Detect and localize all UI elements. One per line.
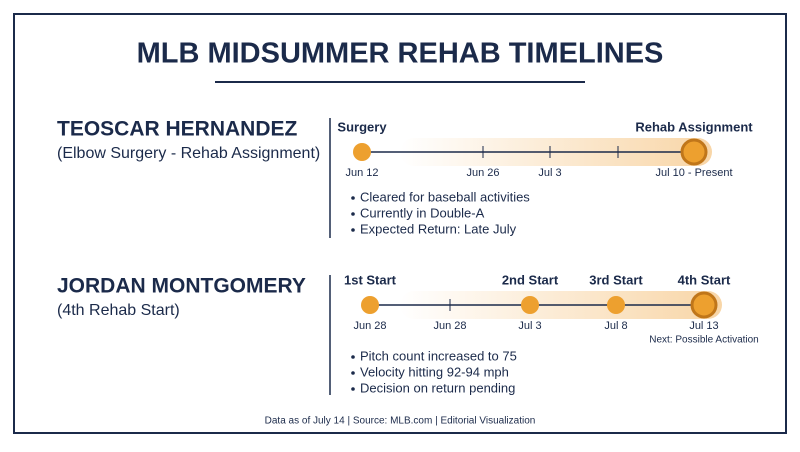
bullet-dot <box>351 212 355 216</box>
note: Next: Possible Activation <box>649 335 759 346</box>
bullet: Pitch count increased to 75 <box>360 348 517 363</box>
bullet-dot <box>351 196 355 200</box>
player-name: JORDAN MONTGOMERY <box>57 275 306 298</box>
bullet-dot <box>351 355 355 359</box>
player-detail: (4th Rehab Start) <box>57 302 180 319</box>
bullet-dot <box>351 387 355 391</box>
player-name: TEOSCAR HERNANDEZ <box>57 118 298 141</box>
milestone-dot <box>521 296 539 314</box>
footer: Data as of July 14 | Source: MLB.com | E… <box>265 416 536 427</box>
milestone-dot <box>680 138 708 166</box>
player-detail: (Elbow Surgery - Rehab Assignment) <box>57 145 320 162</box>
bullet-dot <box>351 371 355 375</box>
bullet: Expected Return: Late July <box>360 221 517 236</box>
bullet: Cleared for baseball activities <box>360 189 530 204</box>
milestone-date: Jul 13 <box>689 320 718 332</box>
milestone-label: 4th Start <box>678 272 731 287</box>
milestone-label: 2nd Start <box>502 272 559 287</box>
bullet-dot <box>351 228 355 232</box>
milestone-date: Jul 3 <box>518 320 541 332</box>
frame <box>13 13 787 434</box>
milestone-label: Rehab Assignment <box>635 119 753 134</box>
milestone-dot <box>690 291 718 319</box>
milestone-date: Jun 28 <box>353 320 386 332</box>
tick-date: Jun 26 <box>466 167 499 179</box>
milestone-date: Jul 10 - Present <box>655 167 732 179</box>
milestone-label: 1st Start <box>344 272 397 287</box>
milestone-dot <box>361 296 379 314</box>
title: MLB MIDSUMMER REHAB TIMELINES <box>137 38 664 70</box>
bullet: Currently in Double-A <box>360 205 485 220</box>
tick-date: Jun 28 <box>433 320 466 332</box>
tick-date: Jul 3 <box>538 167 561 179</box>
milestone-date: Jun 12 <box>345 167 378 179</box>
bullet: Decision on return pending <box>360 380 515 395</box>
milestone-label: Surgery <box>337 119 387 134</box>
milestone-label: 3rd Start <box>589 272 643 287</box>
milestone-dot <box>353 143 371 161</box>
milestone-dot <box>607 296 625 314</box>
milestone-date: Jul 8 <box>604 320 627 332</box>
bullet: Velocity hitting 92-94 mph <box>360 364 509 379</box>
